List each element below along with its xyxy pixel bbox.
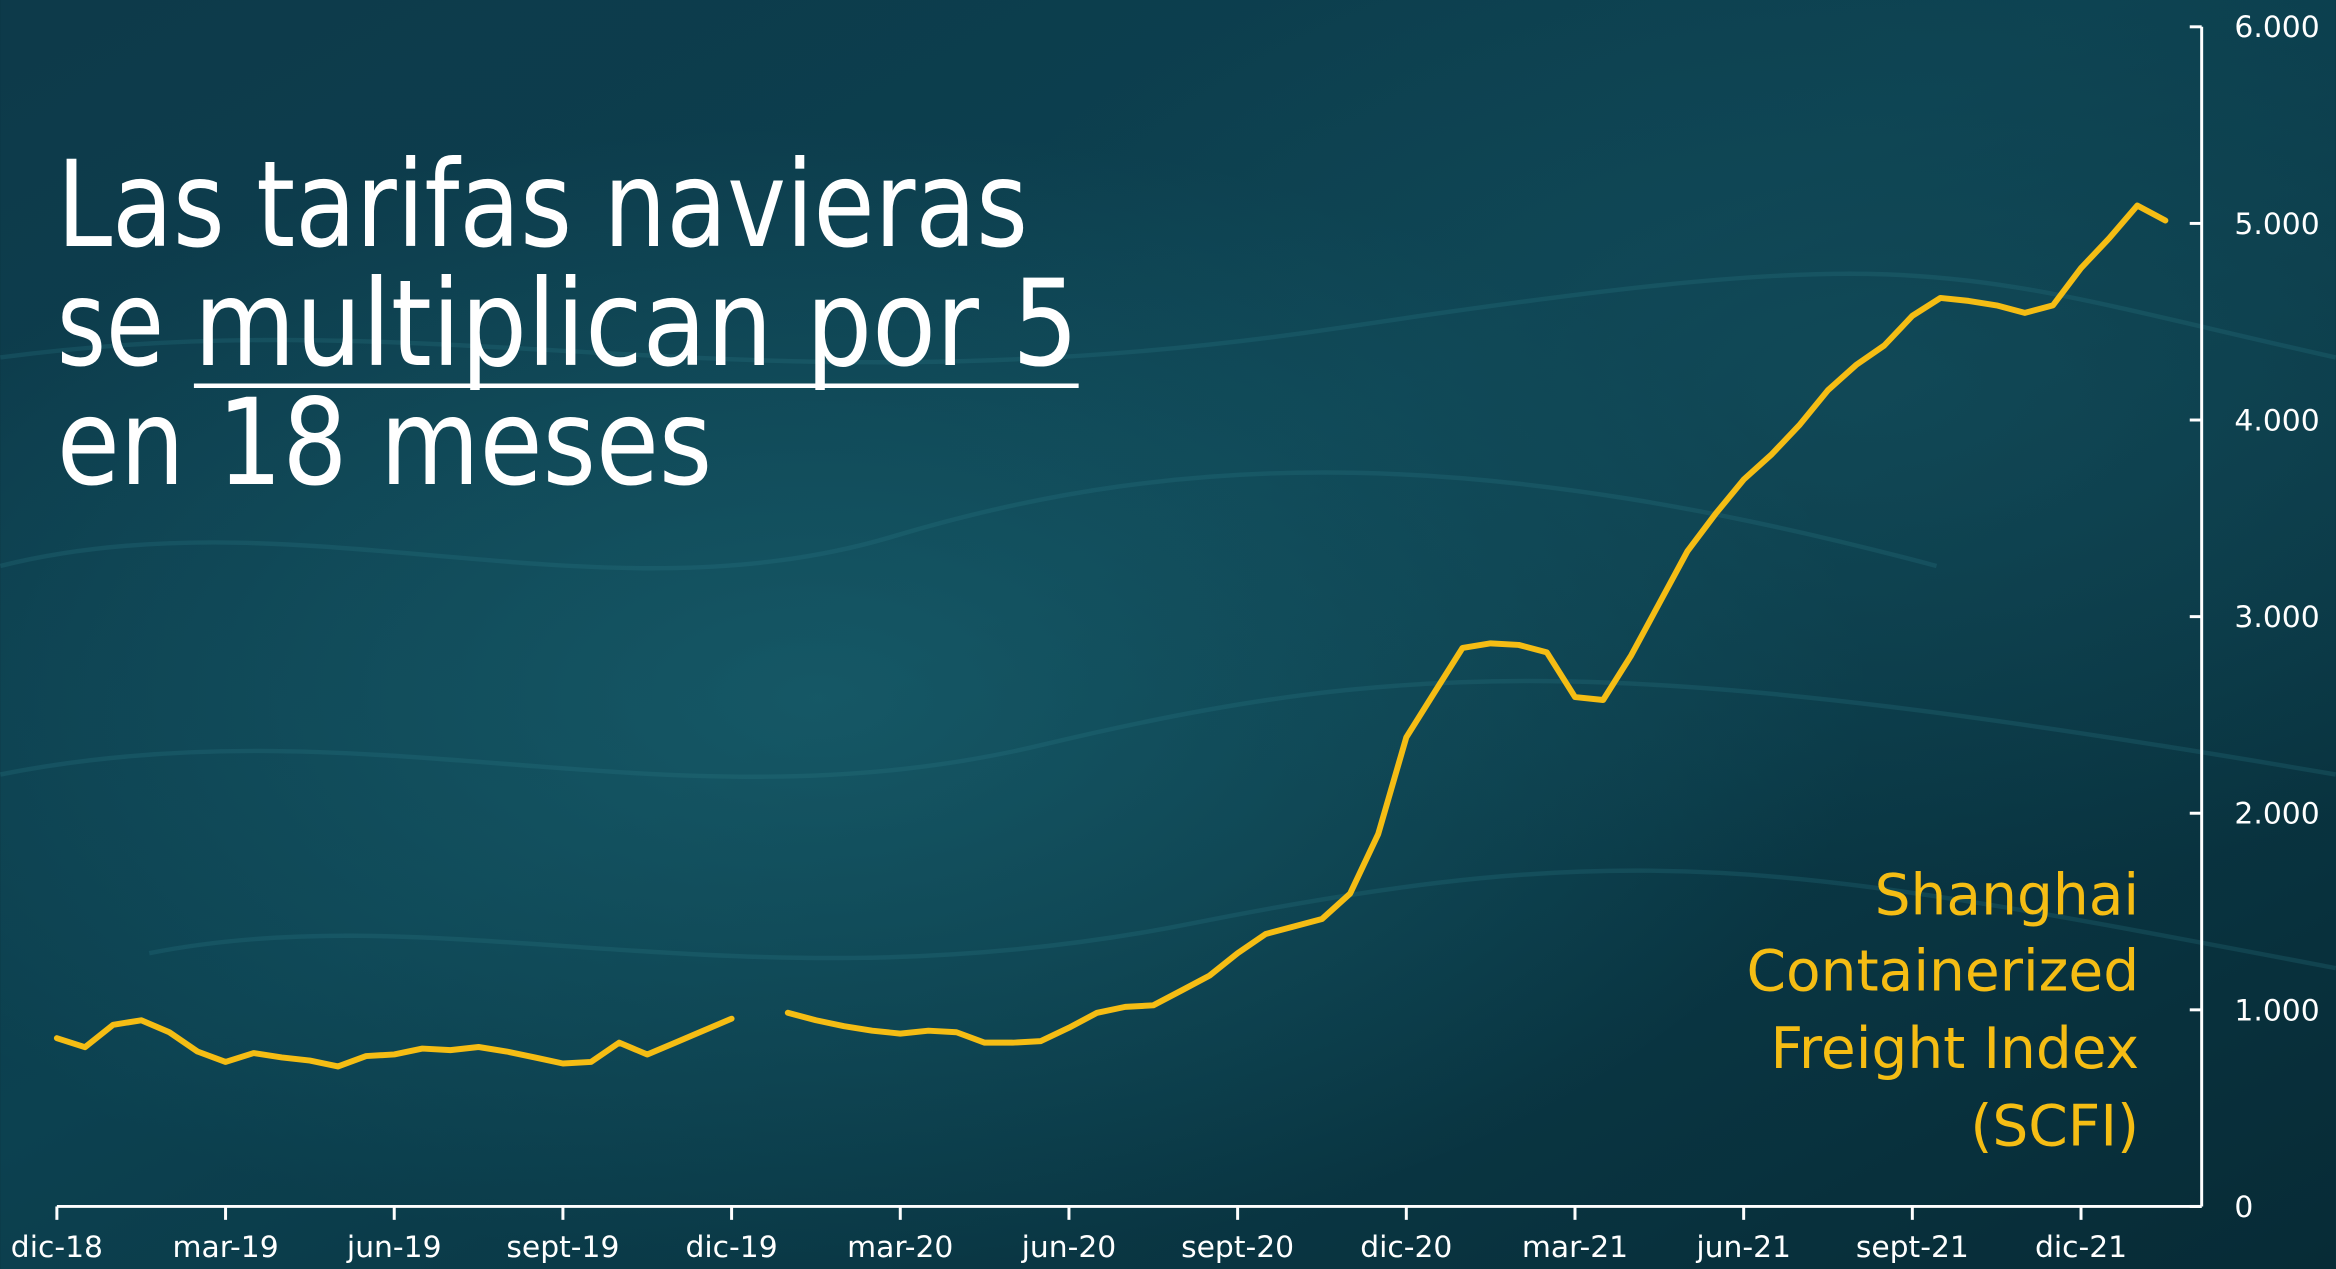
x-tick-label: dic-21 — [2035, 1230, 2127, 1265]
y-tick-label: 5.000 — [2234, 207, 2319, 242]
annotation-line: Containerized — [1746, 938, 2139, 1004]
x-tick-label: dic-20 — [1360, 1230, 1452, 1265]
annotation-line: (SCFI) — [1970, 1093, 2139, 1159]
x-tick-label: sept-19 — [506, 1230, 619, 1265]
annotation-line: Freight Index — [1770, 1016, 2139, 1082]
title-line: en 18 meses — [57, 374, 712, 513]
line — [53, 202, 2169, 1070]
x-tick-label: jun-21 — [1695, 1230, 1791, 1265]
y-tick-label: 0 — [2234, 1190, 2253, 1225]
title-line: se — [57, 255, 164, 394]
y-tick-label: 1.000 — [2234, 993, 2319, 1028]
y-tick-label: 6.000 — [2234, 10, 2319, 45]
x-tick-label: sept-20 — [1181, 1230, 1294, 1265]
x-tick-label: jun-19 — [346, 1230, 442, 1265]
x-tick-label: jun-20 — [1021, 1230, 1117, 1265]
x-tick-label: mar-21 — [1522, 1230, 1628, 1265]
annotation-line: Shanghai — [1875, 863, 2139, 929]
x-tick-label: mar-19 — [172, 1230, 278, 1265]
x-tick-label: sept-21 — [1856, 1230, 1969, 1265]
x-tick-label: mar-20 — [847, 1230, 953, 1265]
y-tick-label: 4.000 — [2234, 403, 2319, 438]
x-tick-label: dic-18 — [11, 1230, 103, 1265]
y-tick-label: 3.000 — [2234, 600, 2319, 635]
annotation: Shanghai Containerized Freight Index (SC… — [1746, 863, 2139, 1160]
title-line: Las tarifas navieras — [57, 136, 1028, 275]
wave-texture — [0, 271, 2336, 971]
x-tick-label: dic-19 — [686, 1230, 778, 1265]
y-tick-label: 2.000 — [2234, 797, 2319, 832]
title-highlight: multiplican por 5 — [194, 255, 1079, 394]
